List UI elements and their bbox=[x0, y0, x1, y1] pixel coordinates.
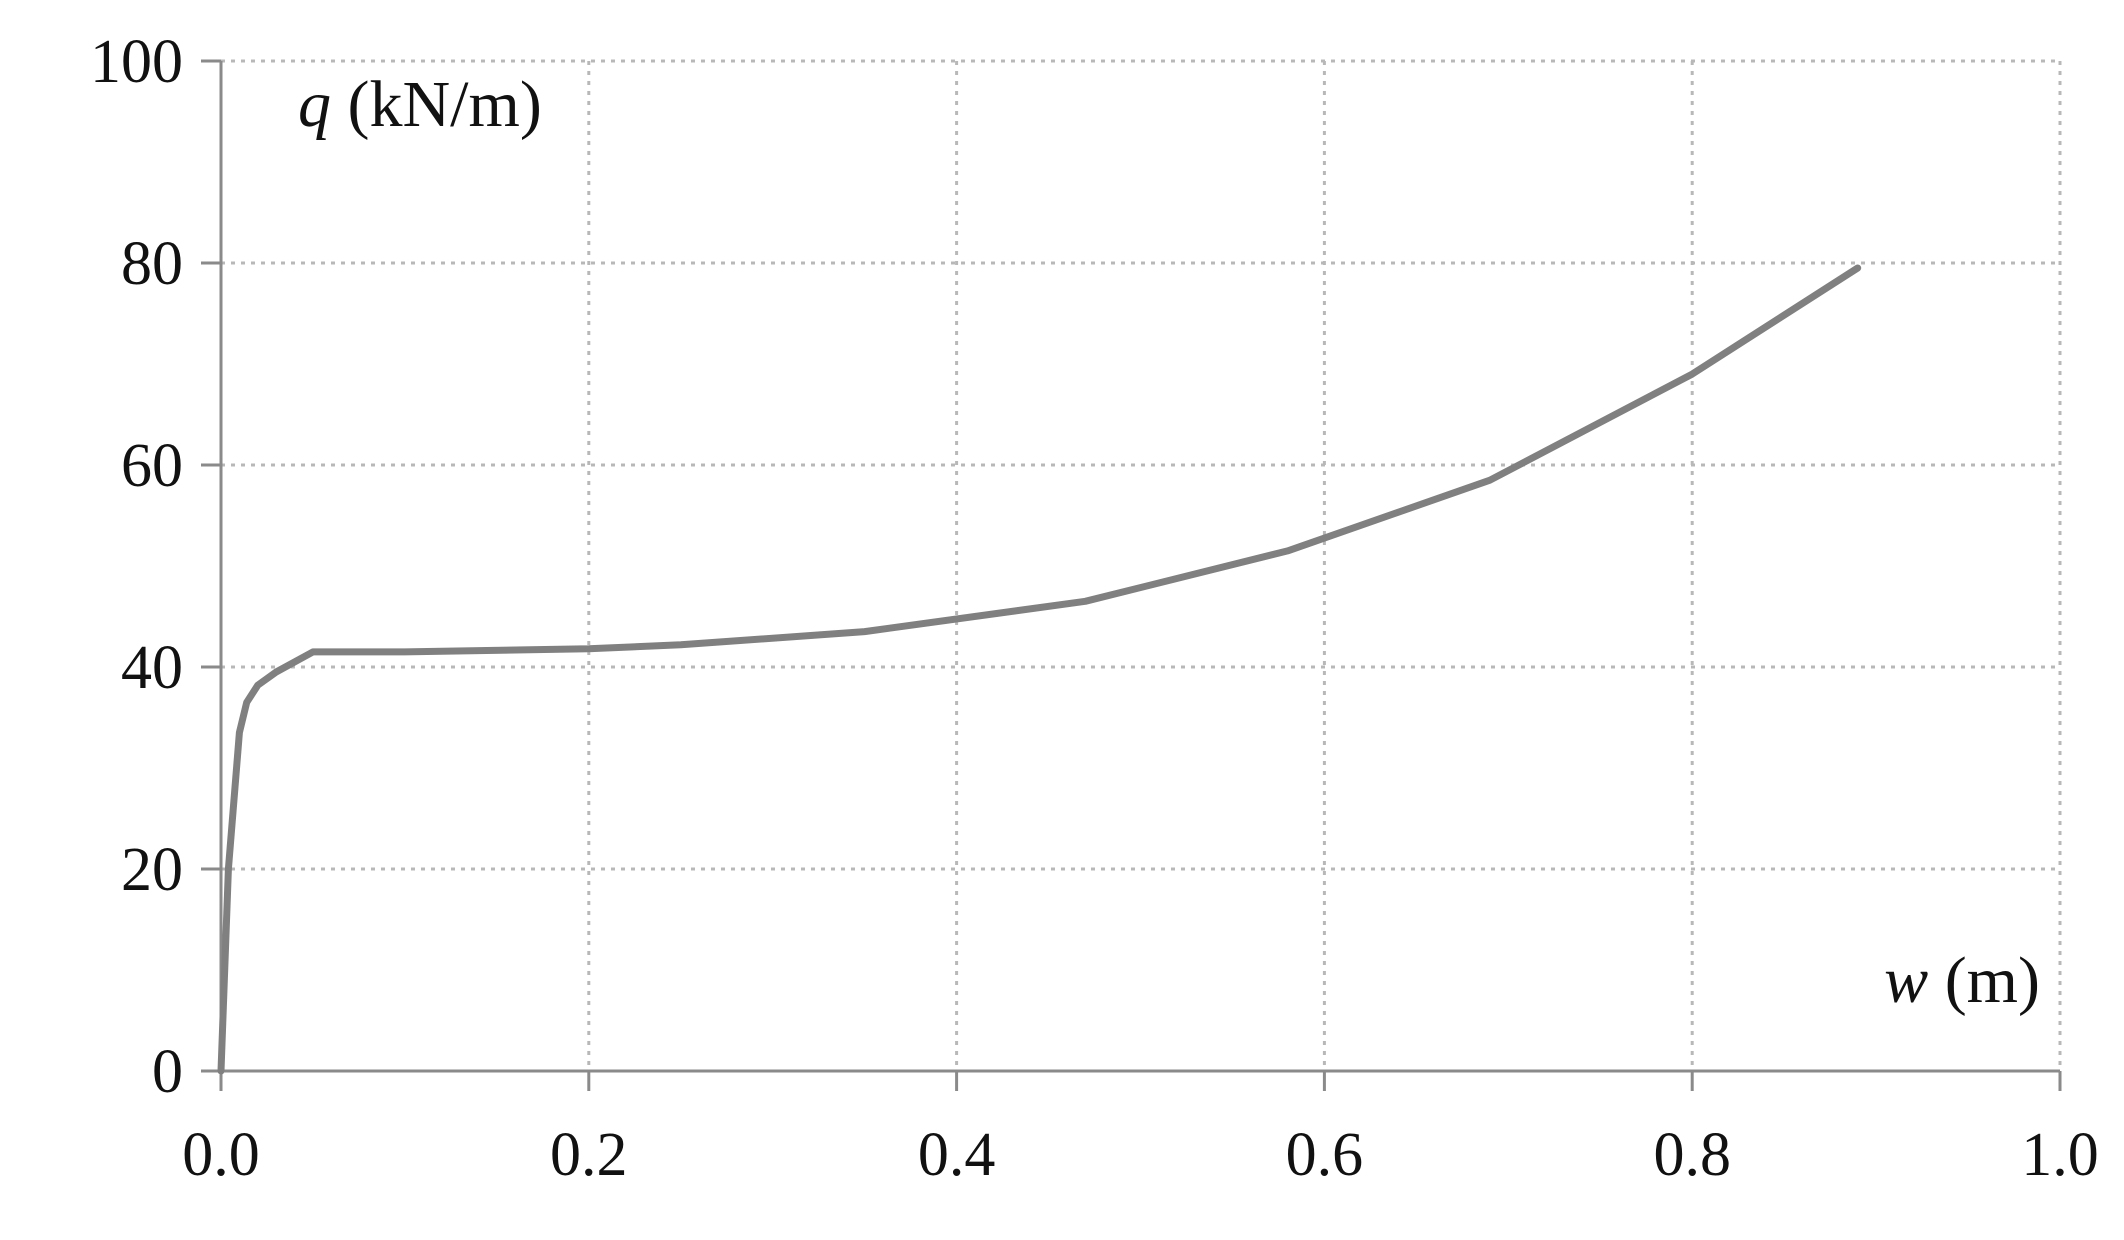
x-axis-variable: w bbox=[1884, 944, 1928, 1017]
axes bbox=[219, 61, 2060, 1073]
y-tick-label-2: 40 bbox=[121, 634, 183, 702]
y-axis-title: q (kN/m) bbox=[298, 68, 542, 141]
y-axis-unit: (kN/m) bbox=[331, 68, 542, 141]
y-tick-label-0: 0 bbox=[152, 1038, 183, 1106]
x-tick-label-4: 0.8 bbox=[1653, 1121, 1731, 1189]
x-tick-label-5: 1.0 bbox=[2021, 1121, 2099, 1189]
x-tick-label-1: 0.2 bbox=[550, 1121, 628, 1189]
x-tick-label-2: 0.4 bbox=[918, 1121, 996, 1189]
y-tick-label-4: 80 bbox=[121, 230, 183, 298]
series-lines bbox=[217, 264, 1862, 1075]
grid-lines bbox=[221, 59, 2062, 1071]
x-axis-title: w (m) bbox=[1884, 944, 2040, 1017]
x-tick-label-0: 0.0 bbox=[182, 1121, 260, 1189]
y-tick-label-3: 60 bbox=[121, 432, 183, 500]
y-axis-variable: q bbox=[298, 68, 331, 141]
tick-marks bbox=[201, 59, 2062, 1091]
tick-labels: 0 20 40 60 80 100 0.0 0.2 0.4 0.6 0.8 1.0 bbox=[90, 28, 2099, 1189]
y-tick-label-1: 20 bbox=[121, 836, 183, 904]
series-line-0 bbox=[217, 264, 1862, 1075]
y-tick-label-5: 100 bbox=[90, 28, 183, 96]
x-axis-unit: (m) bbox=[1928, 944, 2040, 1017]
x-tick-label-3: 0.6 bbox=[1286, 1121, 1364, 1189]
